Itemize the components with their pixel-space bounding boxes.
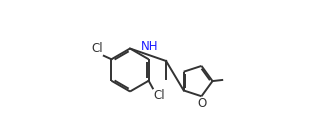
Text: Cl: Cl — [92, 42, 103, 55]
Text: O: O — [197, 97, 207, 110]
Text: NH: NH — [141, 40, 158, 53]
Text: Cl: Cl — [154, 89, 165, 102]
